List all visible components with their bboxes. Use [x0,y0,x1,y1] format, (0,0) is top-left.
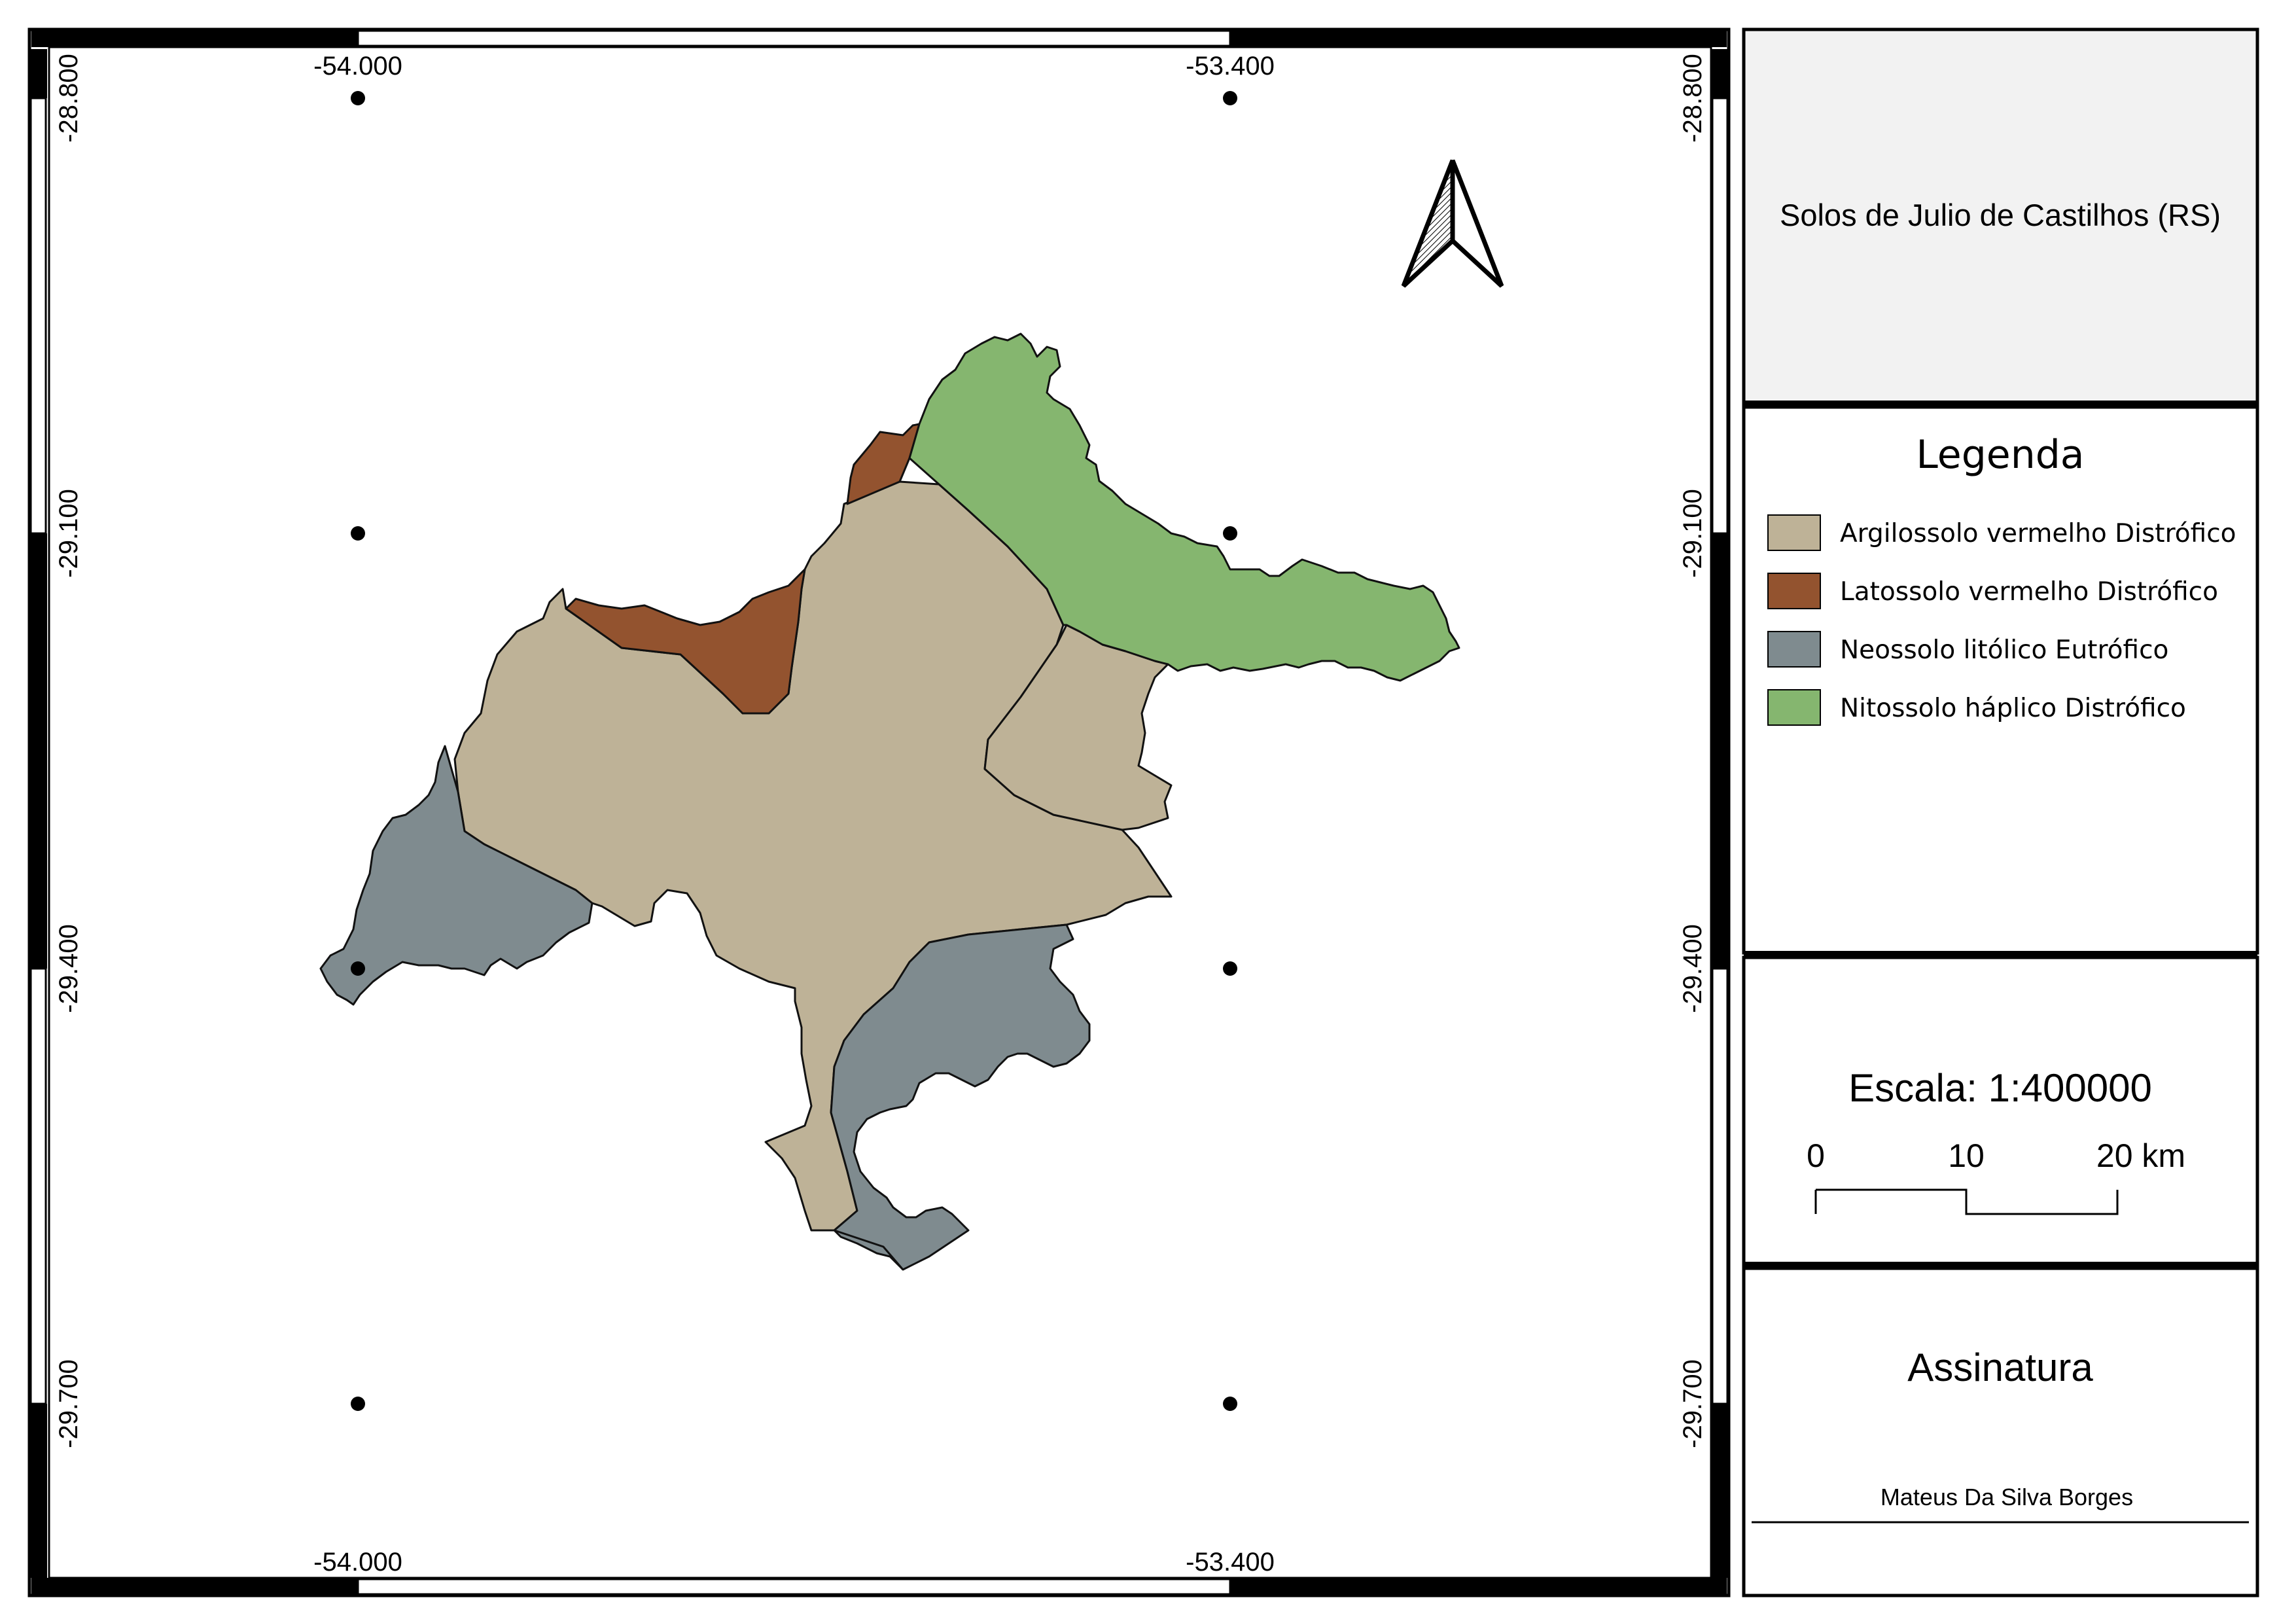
longitude-label-top-west: -54.000 [313,52,402,80]
legend-swatch-nitossolo [1767,689,1821,726]
legend-swatch-latossolo [1767,573,1821,609]
soil-polygon-nitossolo [908,332,1460,682]
soil-polygon-argilossolo [453,480,1173,1232]
latitude-label-right-2: -29.100 [1678,489,1707,578]
scale-title: Escala: 1:400000 [1848,1066,2152,1110]
north-arrow-icon [1401,159,1504,288]
longitude-label-bottom-east: -53.400 [1186,1548,1275,1577]
legend-swatch-neossolo [1767,631,1821,668]
legend-label-latossolo: Latossolo vermelho Distrófico [1840,577,2218,607]
scale-panel [1742,955,2259,1268]
legend-item-argilossolo: Argilossolo vermelho Distrófico [1767,514,2236,551]
legend-item-latossolo: Latossolo vermelho Distrófico [1767,573,2218,609]
signature-panel [1742,1266,2259,1597]
legend-item-neossolo: Neossolo litólico Eutrófico [1767,631,2168,668]
graticule-markers [351,91,1237,1411]
latitude-label-right-1: -28.800 [1678,54,1707,143]
legend-title: Legenda [1916,432,2084,478]
signature-title: Assinatura [1907,1346,2093,1389]
scale-tick-10: 10 [1948,1137,1985,1174]
scale-tick-20: 20 km [2096,1137,2185,1174]
latitude-label-left-2: -29.100 [54,489,83,578]
latitude-label-left-3: -29.400 [54,924,83,1013]
scale-bar [1814,1188,2119,1215]
latitude-label-right-3: -29.400 [1678,924,1707,1013]
longitude-label-top-east: -53.400 [1186,52,1275,80]
title-panel [1742,27,2259,407]
latitude-label-left-1: -28.800 [54,54,83,143]
soil-polygon-latossolo-west [565,568,806,715]
legend-swatch-argilossolo [1767,514,1821,551]
soil-polygon-neossolo-south [830,923,1091,1271]
longitude-label-bottom-west: -54.000 [313,1548,402,1577]
legend-panel [1742,405,2259,957]
latitude-label-right-4: -29.700 [1678,1359,1707,1448]
legend-label-nitossolo: Nitossolo háplico Distrófico [1840,694,2186,723]
map-title: Solos de Julio de Castilhos (RS) [1780,198,2221,232]
soil-polygon-neossolo-west [319,745,593,1006]
soil-boundary-south-edge [834,1229,904,1270]
signature-name: Mateus Da Silva Borges [1881,1484,2133,1510]
legend-label-neossolo: Neossolo litólico Eutrófico [1840,635,2168,665]
latitude-label-left-4: -29.700 [54,1359,83,1448]
soil-polygon-latossolo-north [846,423,921,505]
legend-item-nitossolo: Nitossolo háplico Distrófico [1767,689,2186,726]
soil-map [319,332,1460,1271]
scale-tick-0: 0 [1807,1137,1825,1174]
legend-label-argilossolo: Argilossolo vermelho Distrófico [1840,519,2236,548]
